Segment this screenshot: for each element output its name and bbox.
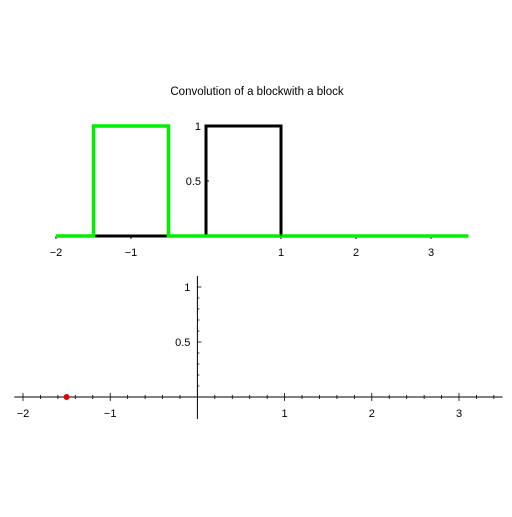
- top-plot: Convolution of a blockwith a block −2 −1 1…: [50, 86, 469, 259]
- top-x-tick-label: 1: [278, 247, 284, 259]
- top-x-tick-label: −2: [50, 247, 63, 259]
- top-y-tick-label: 0.5: [186, 176, 201, 188]
- top-x-tick-label: −1: [125, 247, 138, 259]
- bottom-x-tick-label: 2: [369, 408, 375, 420]
- bottom-plot: −2 −1 1 2 3 0.5 1: [14, 276, 502, 420]
- bottom-x-tick-label: 1: [282, 408, 288, 420]
- bottom-y-tick-label: 0.5: [175, 337, 190, 349]
- bottom-x-tick-label: −1: [104, 408, 117, 420]
- chart-title: Convolution of a blockwith a block: [170, 86, 343, 98]
- black-block-series: [56, 126, 469, 236]
- top-y-tick-label: 1: [195, 121, 201, 133]
- top-x-tick-label: 3: [428, 247, 434, 259]
- top-x-tick-label: 2: [353, 247, 359, 259]
- bottom-x-tick-label: 3: [456, 408, 462, 420]
- bottom-x-tick-label: −2: [17, 408, 30, 420]
- bottom-y-tick-label: 1: [184, 282, 190, 294]
- green-block-series: [56, 126, 469, 236]
- convolution-point: [64, 394, 70, 400]
